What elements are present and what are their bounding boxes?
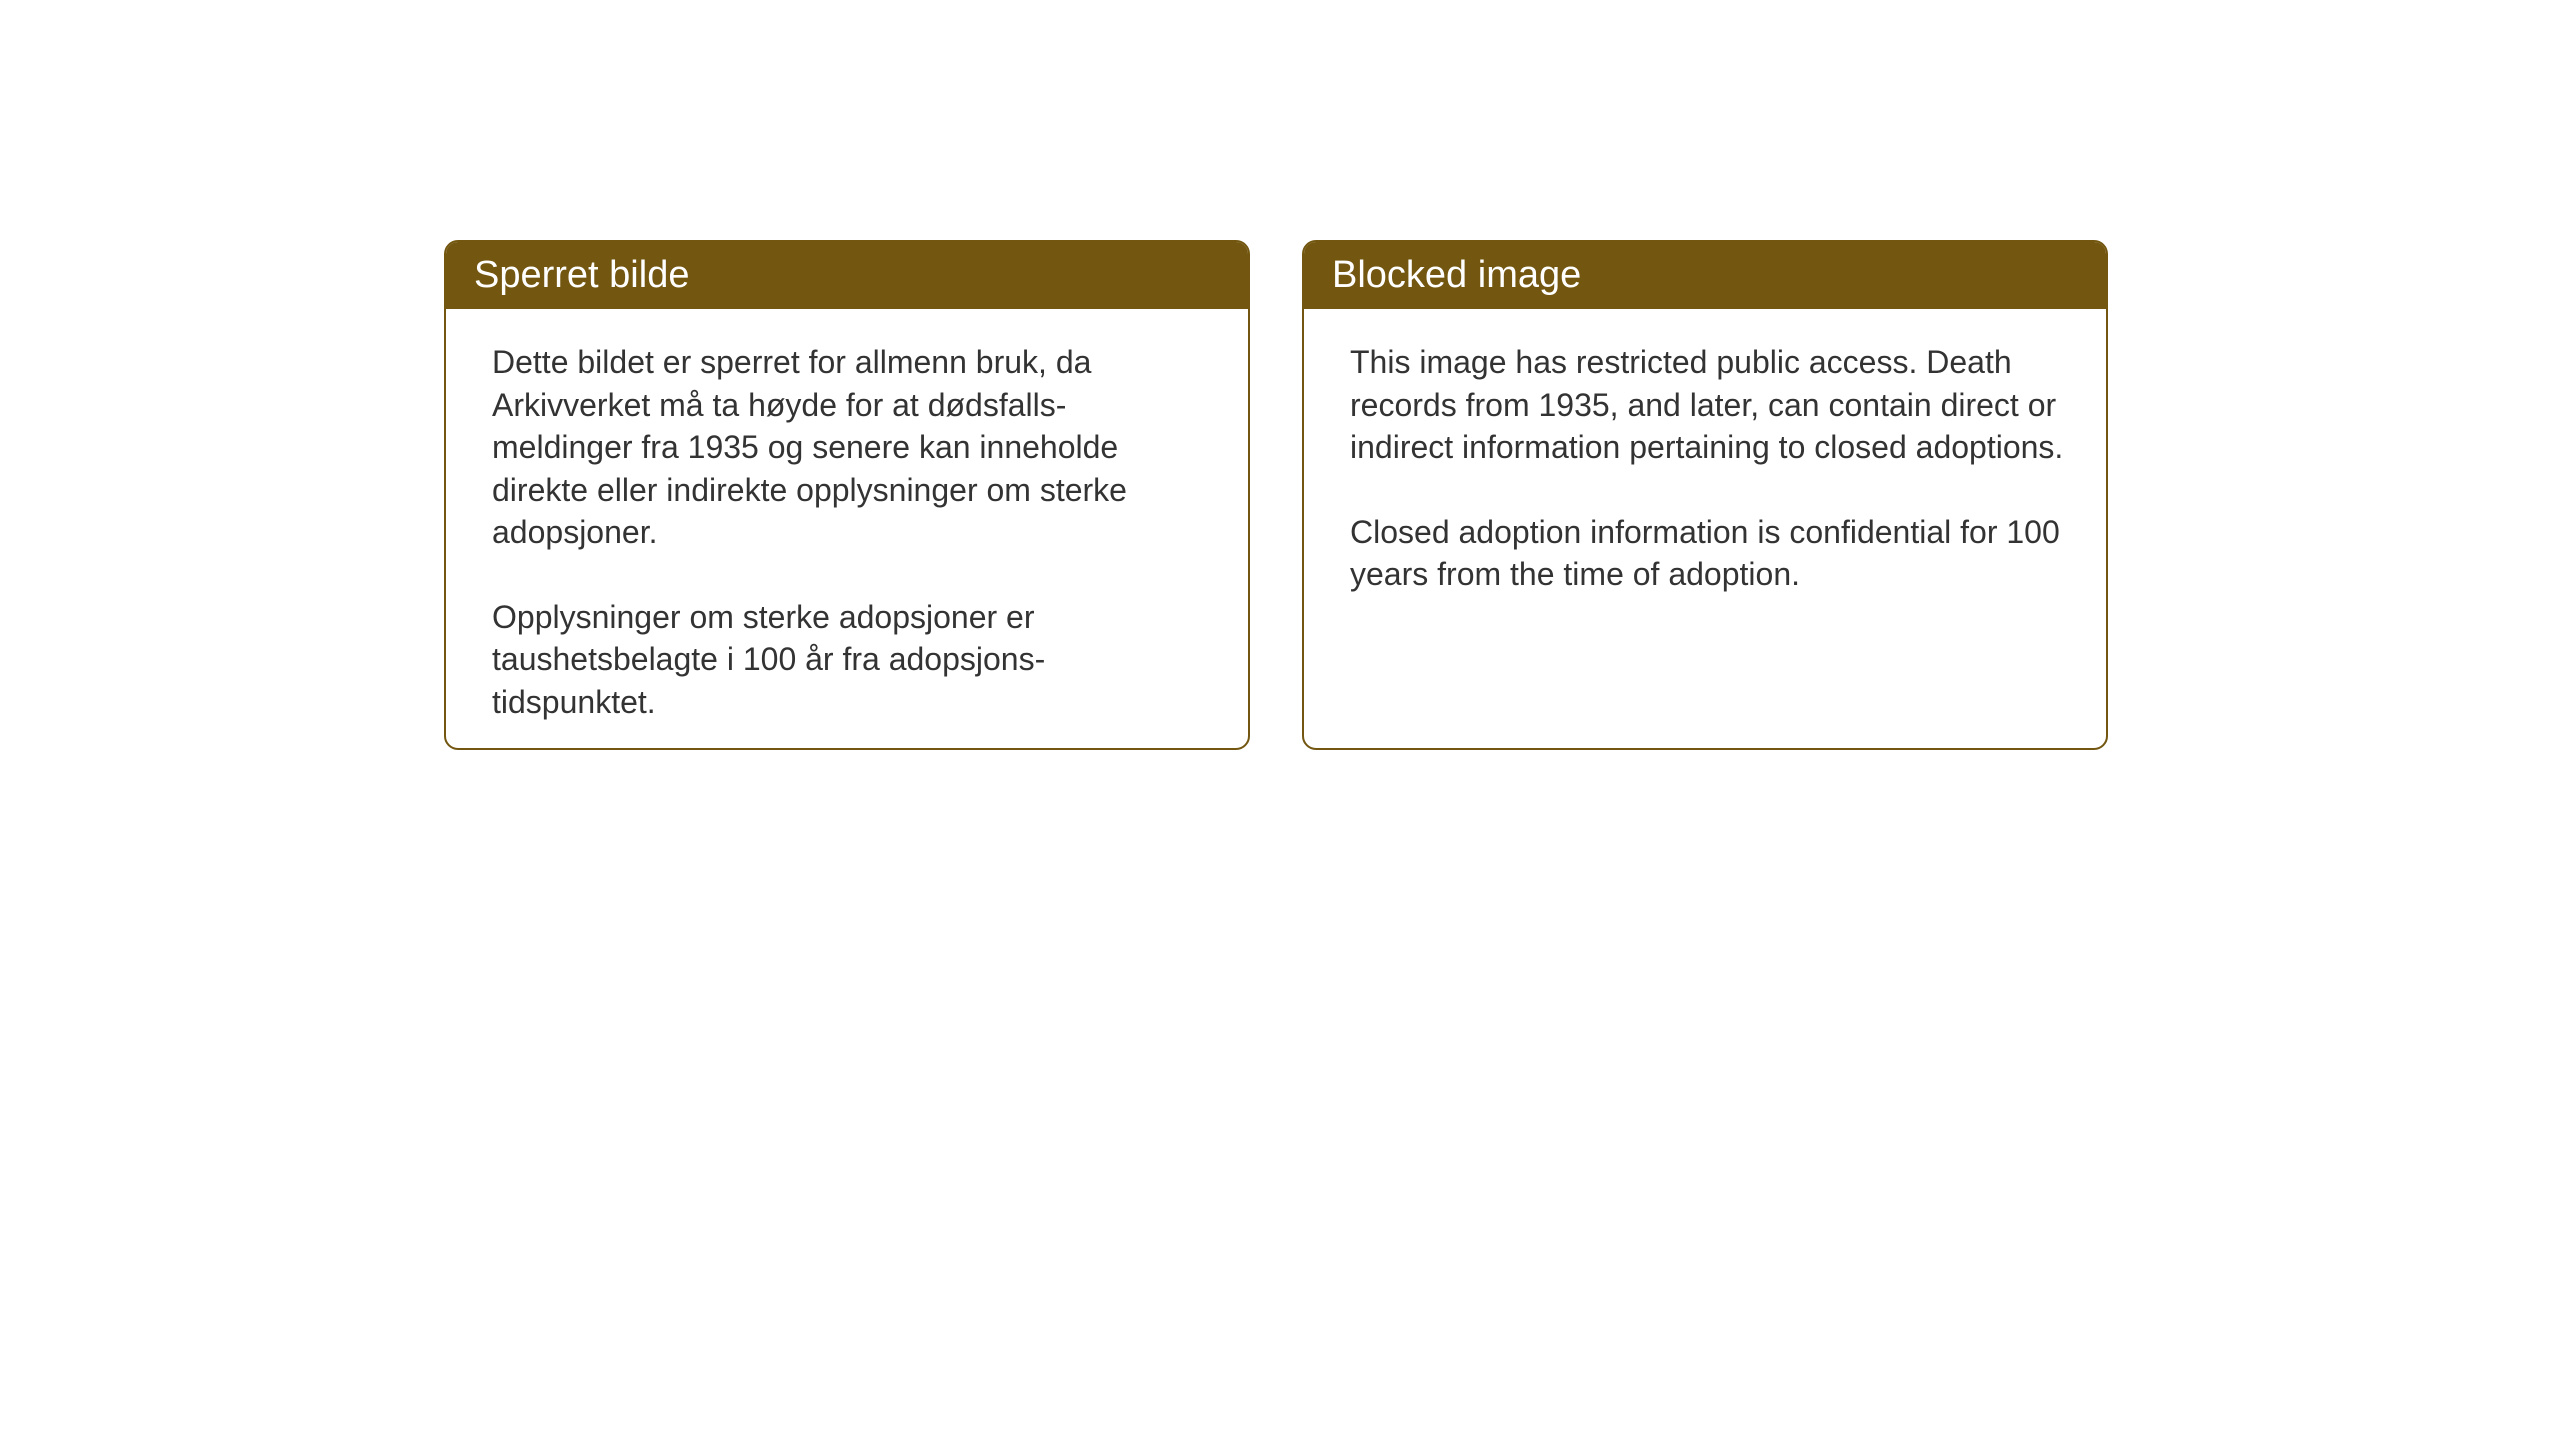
card-header-norwegian: Sperret bilde [446,242,1248,309]
notice-container: Sperret bilde Dette bildet er sperret fo… [444,240,2108,750]
paragraph-norwegian-1: Dette bildet er sperret for allmenn bruk… [492,341,1206,554]
paragraph-norwegian-2: Opplysninger om sterke adopsjoner er tau… [492,596,1206,724]
card-body-norwegian: Dette bildet er sperret for allmenn bruk… [446,309,1248,750]
notice-card-norwegian: Sperret bilde Dette bildet er sperret fo… [444,240,1250,750]
paragraph-english-1: This image has restricted public access.… [1350,341,2064,469]
paragraph-english-2: Closed adoption information is confident… [1350,511,2064,596]
card-body-english: This image has restricted public access.… [1304,309,2106,638]
card-header-english: Blocked image [1304,242,2106,309]
notice-card-english: Blocked image This image has restricted … [1302,240,2108,750]
